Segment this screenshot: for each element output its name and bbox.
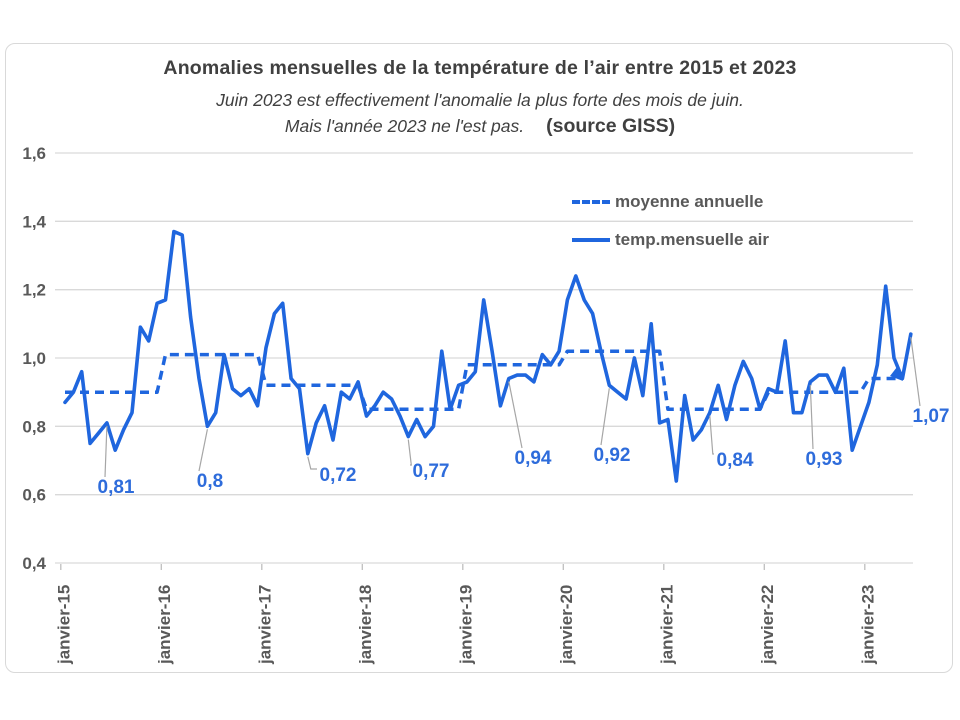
june-value-label: 0,77: [413, 461, 450, 482]
subtitle-italic-text: Mais l'année 2023 ne l'est pas.: [284, 116, 525, 136]
legend-label-annual: moyenne annuelle: [615, 192, 764, 211]
dashed-line-arrowhead: [890, 367, 903, 381]
y-axis-tick-label: 1,0: [22, 349, 46, 368]
data-label-leader: [104, 425, 108, 478]
chart-title: Anomalies mensuelles de la température d…: [163, 57, 797, 79]
data-label-leader: [198, 429, 208, 472]
legend-label-monthly: temp.mensuelle air: [615, 230, 770, 249]
y-axis-tick-label: 0,4: [22, 554, 46, 573]
chart-border: [5, 43, 953, 673]
data-label-leader: [407, 439, 412, 466]
june-value-label: 0,92: [594, 445, 631, 466]
june-value-label: 0,81: [98, 477, 135, 498]
y-axis-tick-label: 1,4: [22, 212, 46, 231]
data-label-leader: [709, 415, 714, 455]
data-label-leader: [809, 384, 814, 450]
x-axis-year-label: janvier-18: [356, 585, 375, 665]
june-value-label: 0,8: [197, 471, 223, 492]
june-value-label: 0,72: [320, 465, 357, 486]
annual-mean-dashed-line: [65, 349, 897, 411]
x-axis-year-label: janvier-19: [456, 585, 475, 665]
y-axis-tick-label: 1,2: [22, 281, 46, 300]
june-value-label: 1,07: [913, 406, 950, 427]
data-label-leader: [508, 381, 523, 449]
y-axis-tick-label: 0,6: [22, 486, 46, 505]
data-label-leader: [600, 388, 610, 446]
data-label-leader: [910, 337, 921, 407]
x-axis-year-label: janvier-20: [557, 585, 576, 665]
chart-subtitle-line1: Juin 2023 est effectivement l'anomalie l…: [216, 90, 744, 110]
data-label-leader: [307, 456, 317, 470]
june-value-label: 0,84: [717, 450, 754, 471]
legend-item-annual: moyenne annuelle: [572, 192, 763, 212]
legend-item-monthly: temp.mensuelle air: [572, 230, 769, 250]
x-axis-year-label: janvier-22: [758, 585, 777, 665]
june-value-label: 0,93: [806, 449, 843, 470]
dashed-line-swatch: [572, 200, 610, 204]
x-axis-year-label: janvier-16: [155, 585, 174, 665]
x-axis-year-label: janvier-23: [858, 585, 877, 665]
y-axis-tick-label: 1,6: [22, 144, 46, 163]
chart-subtitle-line2: Mais l'année 2023 ne l'est pas. (source …: [0, 115, 960, 138]
x-axis-year-label: janvier-21: [657, 585, 676, 665]
x-axis-year-label: janvier-15: [54, 585, 73, 665]
june-value-label: 0,94: [515, 448, 552, 469]
solid-line-swatch: [572, 238, 610, 242]
monthly-temperature-line: [63, 229, 913, 483]
x-axis-year-label: janvier-17: [255, 585, 274, 665]
source-note: (source GISS): [546, 115, 676, 137]
y-axis-tick-label: 0,8: [22, 417, 46, 436]
